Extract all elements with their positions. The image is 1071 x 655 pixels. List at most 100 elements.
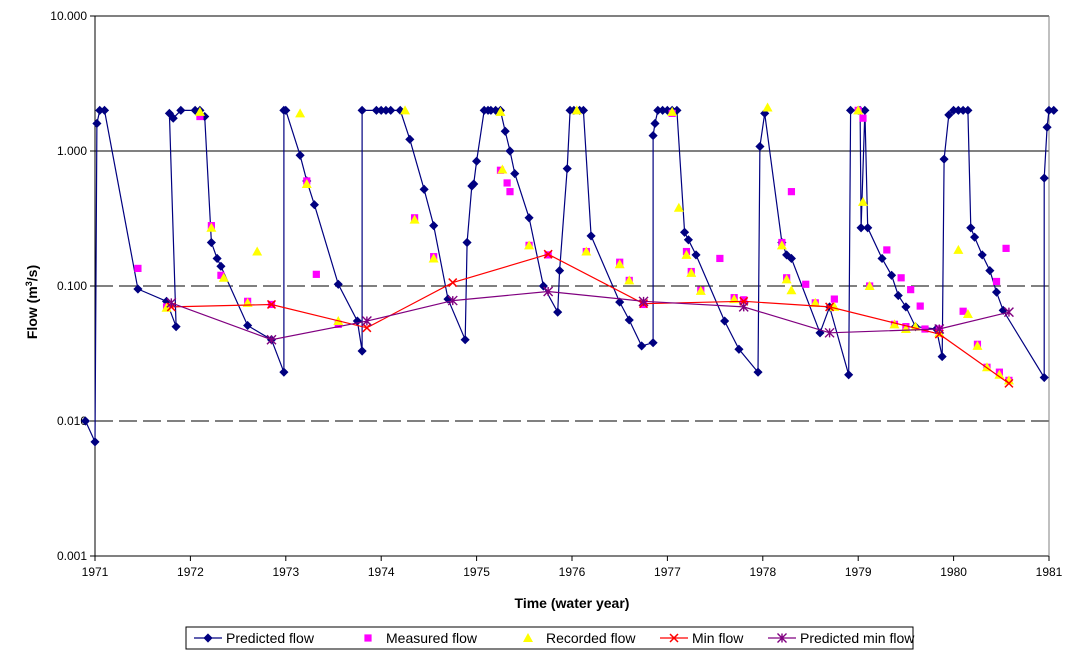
point-predicted-flow [887, 270, 897, 280]
point-predicted-flow [562, 164, 572, 174]
point-predicted-flow [786, 253, 796, 264]
point-predicted-flow [863, 223, 873, 233]
point-recorded-flow [428, 253, 439, 263]
point-recorded-flow [786, 285, 797, 295]
point-recorded-flow [853, 105, 864, 115]
point-measured-flow [503, 179, 511, 187]
point-predicted-flow [524, 213, 534, 223]
gridlines [95, 15, 1049, 422]
y-tick-label: 0.100 [57, 279, 87, 293]
point-recorded-flow [495, 106, 506, 116]
series-line-min-flow [171, 253, 1010, 384]
legend-box [185, 626, 914, 650]
point-recorded-flow [667, 106, 678, 116]
x-tick-label: 1971 [82, 565, 109, 579]
point-predicted-flow [168, 113, 178, 123]
point-predicted-flow [460, 335, 470, 345]
point-predicted-flow [171, 322, 181, 332]
point-recorded-flow [673, 202, 684, 212]
point-predicted-flow [624, 315, 634, 325]
point-recorded-flow [810, 297, 821, 307]
point-recorded-flow [571, 105, 582, 115]
x-tick-label: 1974 [368, 565, 395, 579]
point-recorded-flow [497, 164, 508, 174]
x-tick-label: 1975 [463, 565, 490, 579]
point-predicted-flow [637, 341, 647, 351]
point-predicted-flow [844, 370, 854, 380]
point-measured-flow [907, 286, 915, 294]
point-predicted-flow [405, 134, 415, 144]
point-predicted-min-flow [361, 316, 372, 327]
legend-item-measured-flow: Measured flow [364, 630, 478, 646]
point-recorded-flow [524, 240, 535, 250]
y-tick-label: 10.000 [50, 9, 87, 23]
legend-item-min-flow: Min flow [660, 630, 744, 646]
point-recorded-flow [864, 281, 875, 290]
point-predicted-flow [243, 320, 253, 331]
y-axis-title: Flow (m3/s) [24, 265, 40, 339]
point-measured-flow [740, 296, 748, 304]
point-predicted-flow [615, 297, 625, 307]
x-tick-label: 1980 [940, 565, 967, 579]
point-recorded-flow [218, 272, 229, 282]
y-tick-label: 1.000 [57, 144, 87, 158]
point-recorded-flow [729, 294, 740, 304]
point-predicted-flow [80, 416, 91, 426]
point-predicted-flow [966, 223, 976, 233]
point-recorded-flow [581, 246, 592, 256]
point-measured-flow [830, 295, 838, 303]
point-predicted-flow [469, 179, 479, 189]
point-predicted-flow [553, 307, 563, 317]
point-recorded-flow [776, 240, 787, 250]
point-recorded-flow [972, 340, 983, 350]
x-tick-label: 1979 [845, 565, 872, 579]
point-predicted-flow [309, 200, 319, 210]
point-predicted-min-flow [1003, 307, 1014, 318]
legend-label-recorded-flow: Recorded flow [546, 630, 636, 646]
point-predicted-min-flow [934, 324, 945, 335]
point-predicted-min-flow [447, 295, 458, 306]
point-predicted-flow [510, 169, 520, 179]
point-predicted-flow [977, 250, 987, 260]
point-predicted-flow [357, 105, 367, 115]
point-predicted-flow [893, 290, 903, 301]
point-measured-flow [802, 280, 810, 288]
point-recorded-flow [194, 106, 205, 116]
point-recorded-flow [681, 249, 692, 259]
series-line-predicted-min-flow [171, 290, 1010, 341]
point-predicted-flow [691, 250, 701, 260]
x-tick-label: 1978 [749, 565, 776, 579]
y-tick-label: 0.010 [57, 414, 87, 428]
point-predicted-flow [755, 141, 765, 152]
point-recorded-flow [994, 369, 1005, 379]
point-predicted-flow [1049, 105, 1059, 115]
point-predicted-flow [176, 105, 186, 115]
point-predicted-min-flow [738, 301, 749, 312]
point-predicted-flow [295, 150, 305, 160]
point-predicted-flow [99, 105, 110, 115]
point-predicted-flow [991, 287, 1002, 297]
point-predicted-flow [963, 105, 973, 115]
point-predicted-flow [212, 253, 222, 264]
point-predicted-flow [578, 105, 589, 115]
series-predicted-min-flow [166, 286, 1014, 345]
point-predicted-flow [877, 253, 887, 264]
point-predicted-flow [860, 105, 870, 115]
point-recorded-flow [889, 319, 900, 329]
point-measured-flow [134, 264, 142, 273]
point-predicted-min-flow [266, 334, 277, 345]
point-recorded-flow [400, 105, 411, 115]
legend-item-predicted-min-flow: Predicted min flow [768, 630, 915, 646]
x-tick-label: 1977 [654, 565, 681, 579]
point-predicted-flow [720, 316, 730, 326]
point-predicted-flow [357, 346, 367, 356]
point-measured-flow [716, 254, 724, 263]
point-predicted-min-flow [824, 327, 835, 338]
point-predicted-flow [846, 105, 856, 115]
axes: 0.001 0.010 0.100 1.000 10.000 1971 1972 1973 19… [50, 9, 1062, 579]
point-measured-flow [916, 302, 924, 310]
point-measured-flow [1002, 244, 1010, 252]
series-min-flow [166, 249, 1014, 388]
x-tick-label: 1972 [177, 565, 204, 579]
